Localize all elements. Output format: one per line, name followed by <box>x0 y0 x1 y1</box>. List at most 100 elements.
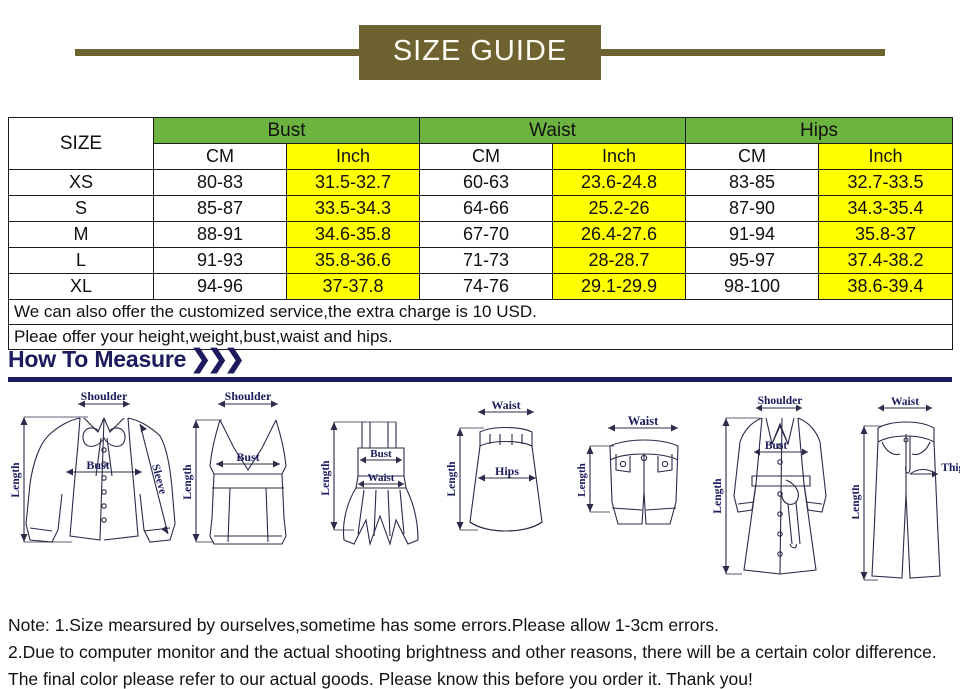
cell-waist-cm: 67-70 <box>419 221 553 248</box>
cell-bust-cm: 94-96 <box>153 273 287 300</box>
label-bust: Bust <box>236 450 259 464</box>
garment-pants: Waist Length <box>852 384 960 602</box>
size-table-wrap: SIZE Bust Waist Hips CM Inch CM Inch CM … <box>7 117 954 350</box>
cell-hips-cm: 83-85 <box>685 169 820 196</box>
col-header-bust-inch: Inch <box>286 143 420 170</box>
custom-service-note-2: Pleae offer your height,weight,bust,wais… <box>7 324 954 350</box>
custom-service-row-1: We can also offer the customized service… <box>7 299 954 325</box>
cell-hips-cm: 95-97 <box>685 247 820 274</box>
col-header-waist-inch: Inch <box>551 143 687 170</box>
cell-waist-cm: 74-76 <box>419 273 553 300</box>
cell-bust-inch: 33.5-34.3 <box>286 195 420 222</box>
table-row: XS 80-83 31.5-32.7 60-63 23.6-24.8 83-85… <box>8 169 954 196</box>
cell-size: XS <box>8 169 154 196</box>
table-row: M 88-91 34.6-35.8 67-70 26.4-27.6 91-94 … <box>8 221 954 248</box>
col-header-bust: Bust <box>153 117 420 144</box>
label-bust: Bust <box>765 440 788 452</box>
label-thigh: Thigh <box>941 462 960 474</box>
cell-hips-inch: 37.4-38.2 <box>818 247 954 274</box>
label-waist: Waist <box>628 414 659 428</box>
col-header-hips-cm: CM <box>685 143 820 170</box>
cell-bust-cm: 85-87 <box>153 195 287 222</box>
label-length: Length <box>576 463 588 497</box>
size-table: SIZE Bust Waist Hips CM Inch CM Inch CM … <box>7 117 954 350</box>
label-length: Length <box>446 461 458 497</box>
label-waist: Waist <box>368 472 395 484</box>
cell-bust-inch: 37-37.8 <box>286 273 420 300</box>
garment-diagrams: Shoulder Length <box>0 384 960 602</box>
chevrons-right-icon: ❯❯❯ <box>190 345 245 373</box>
label-shoulder: Shoulder <box>225 389 272 403</box>
cell-bust-inch: 31.5-32.7 <box>286 169 420 196</box>
cell-waist-cm: 60-63 <box>419 169 553 196</box>
col-header-waist-cm: CM <box>419 143 553 170</box>
label-length: Length <box>320 460 332 496</box>
cell-hips-cm: 91-94 <box>685 221 820 248</box>
cell-waist-inch: 28-28.7 <box>551 247 687 274</box>
footer-note-line-2: 2.Due to computer monitor and the actual… <box>8 642 937 663</box>
cell-waist-inch: 25.2-26 <box>551 195 687 222</box>
custom-service-note-1: We can also offer the customized service… <box>7 299 954 325</box>
col-header-hips-inch: Inch <box>818 143 954 170</box>
garment-blouse: Shoulder Length <box>0 384 178 602</box>
cell-hips-inch: 32.7-33.5 <box>818 169 954 196</box>
table-row: XL 94-96 37-37.8 74-76 29.1-29.9 98-100 … <box>8 273 954 300</box>
cell-bust-inch: 34.6-35.8 <box>286 221 420 248</box>
banner-rule-right <box>601 49 886 56</box>
table-header-row-groups: SIZE Bust Waist Hips <box>8 117 954 170</box>
label-bust: Bust <box>370 448 392 460</box>
garment-trench-coat: Shoulder Length <box>710 384 852 602</box>
cell-hips-cm: 87-90 <box>685 195 820 222</box>
label-sleeve: Sleeve <box>149 463 169 496</box>
footer-notes: Note: 1.Size mearsured by ourselves,some… <box>8 612 952 689</box>
label-length: Length <box>712 478 724 514</box>
cell-bust-cm: 80-83 <box>153 169 287 196</box>
custom-service-row-2: Pleae offer your height,weight,bust,wais… <box>7 324 954 350</box>
cell-size: S <box>8 195 154 222</box>
how-to-measure-heading: How To Measure ❯❯❯ <box>8 344 245 374</box>
cell-size: L <box>8 247 154 274</box>
col-header-waist: Waist <box>418 117 687 144</box>
cell-waist-cm: 71-73 <box>419 247 553 274</box>
label-bust: Bust <box>86 458 109 472</box>
cell-hips-inch: 38.6-39.4 <box>818 273 954 300</box>
col-header-bust-cm: CM <box>153 143 287 170</box>
label-waist: Waist <box>891 396 919 408</box>
label-length: Length <box>852 484 862 520</box>
cell-hips-cm: 98-100 <box>685 273 820 300</box>
table-row: L 91-93 35.8-36.6 71-73 28-28.7 95-97 37… <box>8 247 954 274</box>
label-length: Length <box>10 462 22 498</box>
cell-bust-inch: 35.8-36.6 <box>286 247 420 274</box>
how-to-measure-label: How To Measure <box>8 346 187 372</box>
col-header-hips: Hips <box>685 117 954 144</box>
label-hips: Hips <box>495 464 519 478</box>
cell-hips-inch: 34.3-35.4 <box>818 195 954 222</box>
footer-note-line-3: The final color please refer to our actu… <box>8 669 753 689</box>
label-waist: Waist <box>491 398 520 412</box>
table-header-row-units: CM Inch CM Inch CM Inch <box>9 143 954 170</box>
how-to-measure-divider <box>8 377 952 382</box>
cell-bust-cm: 88-91 <box>153 221 287 248</box>
cell-waist-inch: 26.4-27.6 <box>551 221 687 248</box>
cell-bust-cm: 91-93 <box>153 247 287 274</box>
cell-size: XL <box>8 273 154 300</box>
table-row: S 85-87 33.5-34.3 64-66 25.2-26 87-90 34… <box>8 195 954 222</box>
label-length: Length <box>182 464 194 500</box>
garment-shorts: Waist Length <box>570 384 710 602</box>
cell-waist-inch: 23.6-24.8 <box>551 169 687 196</box>
banner: SIZE GUIDE <box>0 0 960 105</box>
label-shoulder: Shoulder <box>758 395 803 407</box>
cell-waist-cm: 64-66 <box>419 195 553 222</box>
cell-size: M <box>8 221 154 248</box>
col-header-size: SIZE <box>8 117 154 170</box>
garment-skirt: Waist Length Hips <box>442 384 570 602</box>
footer-note-line-1: Note: 1.Size mearsured by ourselves,some… <box>8 615 719 635</box>
garment-strap-dress: Length Bust Waist <box>318 384 442 602</box>
page-title: SIZE GUIDE <box>358 25 602 80</box>
cell-hips-inch: 35.8-37 <box>818 221 954 248</box>
label-shoulder: Shoulder <box>81 389 128 403</box>
cell-waist-inch: 29.1-29.9 <box>551 273 687 300</box>
garment-camisole: Shoulder Length Bust <box>178 384 318 602</box>
banner-rule-left <box>75 49 359 56</box>
